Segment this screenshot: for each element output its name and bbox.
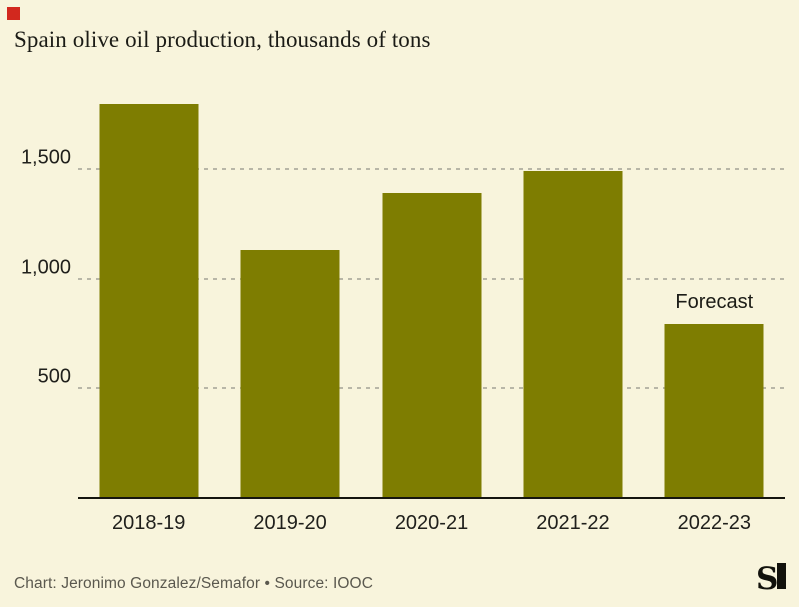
x-axis-tick-label: 2019-20: [253, 512, 327, 534]
semafor-logo-icon: S: [757, 562, 786, 594]
y-axis-tick-label: 500: [37, 365, 71, 388]
gridline: [78, 168, 785, 171]
x-axis-tick-label: 2018-19: [112, 512, 186, 534]
y-axis-tick-label: 1,000: [20, 256, 71, 278]
bar-column: 2021-22: [502, 60, 643, 534]
bar-columns: 2018-19 2019-20 2020-21 2021-22 2022-23 Forec…: [78, 60, 785, 534]
bar-2018-19[interactable]: [99, 103, 199, 497]
forecast-annotation: Forecast: [675, 291, 754, 314]
bar-2021-22[interactable]: [523, 171, 623, 497]
x-axis-tick-label: 2021-22: [536, 512, 610, 534]
x-axis-tick-label: 2022-23: [677, 512, 752, 534]
bar-column: 2018-19: [78, 60, 219, 534]
bar-2020-21[interactable]: [382, 193, 482, 497]
bar-2019-20[interactable]: [240, 250, 340, 497]
chart-title: Spain olive oil production, thousands of…: [14, 27, 431, 52]
y-axis-tick-label: 1,500: [20, 146, 71, 169]
bar-column: 2019-20: [219, 60, 360, 534]
footer-credit: Chart: Jeronimo Gonzalez/Semafor • Sourc…: [14, 575, 374, 592]
svg-text:S: S: [757, 562, 778, 594]
bar-2022-23[interactable]: [664, 324, 764, 497]
brand-accent-square: [7, 7, 20, 20]
bar-column: 2020-21: [361, 60, 502, 534]
x-axis-tick-label: 2020-21: [394, 512, 469, 534]
plot-area: 500 1,000 1,500 2018-19 2019-20 2020-21 2021-2…: [21, 60, 785, 534]
bar-column: 2022-23 Forecast: [644, 60, 785, 534]
